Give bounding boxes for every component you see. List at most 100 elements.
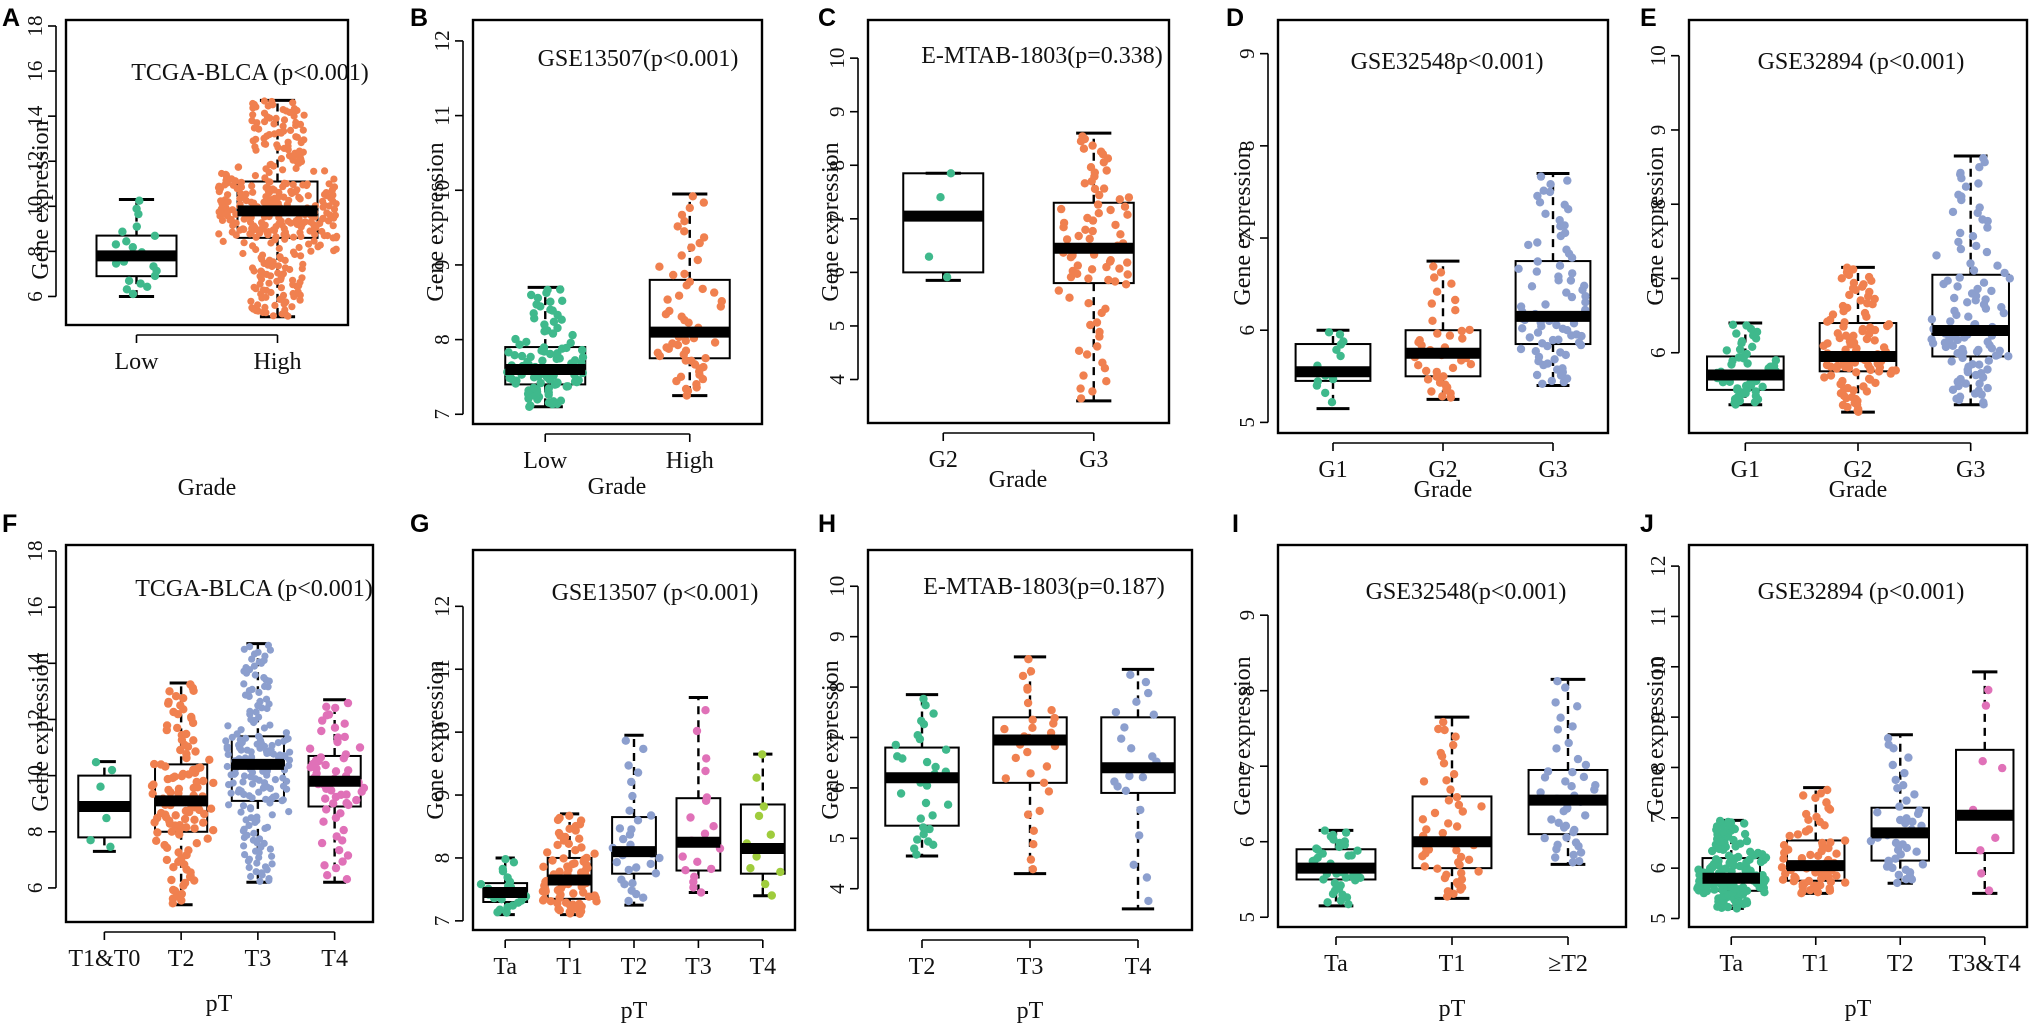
data-point — [262, 184, 270, 192]
box-group — [739, 750, 786, 900]
data-point — [228, 228, 236, 236]
data-point — [891, 740, 900, 750]
data-point — [162, 721, 172, 730]
data-point — [322, 189, 330, 197]
data-point — [1746, 847, 1755, 856]
data-point — [242, 664, 250, 672]
data-point — [1457, 868, 1466, 878]
data-point — [307, 218, 315, 226]
data-point — [1963, 298, 1972, 307]
data-point — [1771, 356, 1781, 365]
data-point — [323, 871, 332, 880]
data-point — [917, 716, 926, 726]
data-point — [619, 834, 628, 844]
data-point — [1570, 825, 1579, 835]
data-point — [1799, 791, 1808, 800]
y-tick-label: 9 — [430, 260, 454, 271]
data-point — [352, 795, 361, 805]
data-point — [677, 210, 687, 220]
plot-layer: 7 8 9 10 11 12 Ta T1 T2 T3 T4 — [430, 596, 786, 980]
data-point — [1708, 846, 1717, 856]
data-point — [690, 872, 699, 881]
data-point — [929, 709, 938, 718]
data-point — [1893, 845, 1903, 855]
data-point — [1555, 216, 1564, 225]
data-point — [1742, 836, 1752, 846]
data-point — [227, 789, 235, 797]
data-point — [250, 829, 258, 837]
data-point — [943, 800, 953, 809]
data-point — [275, 244, 283, 253]
data-point — [1028, 715, 1037, 724]
data-point — [931, 762, 940, 772]
data-point — [1728, 320, 1738, 329]
data-point — [256, 697, 264, 706]
data-point — [284, 217, 292, 225]
data-point — [1968, 360, 1977, 369]
data-point — [182, 729, 191, 739]
data-point — [527, 290, 536, 300]
data-point — [1344, 900, 1353, 909]
data-point — [135, 196, 144, 205]
data-point — [1820, 373, 1829, 382]
data-point — [1442, 870, 1451, 879]
data-point — [1341, 828, 1351, 837]
data-point — [1456, 852, 1466, 862]
data-point — [687, 243, 696, 252]
data-point — [1144, 896, 1153, 906]
box-group — [538, 811, 601, 918]
data-point — [556, 396, 566, 405]
data-point — [495, 905, 505, 914]
data-point — [1579, 772, 1589, 782]
data-point — [1902, 814, 1911, 823]
data-point — [249, 242, 257, 250]
data-point — [1804, 825, 1814, 834]
data-point — [240, 772, 249, 780]
data-point — [576, 816, 586, 825]
data-point — [338, 857, 347, 866]
data-point — [252, 708, 260, 716]
data-point — [316, 753, 326, 762]
data-point — [279, 291, 288, 299]
data-point — [307, 247, 315, 255]
data-point — [1104, 275, 1113, 285]
data-point — [1553, 725, 1563, 734]
data-point — [919, 694, 928, 704]
data-point — [1856, 296, 1865, 305]
y-tick-label: 18 — [23, 541, 47, 562]
data-point — [1465, 325, 1474, 335]
panel-d: D 5 6 7 8 9 G1 G2 G3 GSE32548p<0.001) Grade Gen… — [1226, 4, 1610, 503]
data-point — [241, 851, 249, 859]
data-point — [289, 181, 297, 189]
data-point — [1785, 831, 1794, 841]
data-point — [1976, 369, 1986, 378]
y-tick-label: 12 — [1646, 556, 1670, 577]
data-point — [235, 786, 243, 794]
data-point — [695, 238, 704, 248]
data-point — [322, 805, 331, 814]
y-tick-label: 7 — [1646, 813, 1670, 824]
plot-frame — [1687, 543, 2029, 929]
y-tick-label: 10 — [825, 576, 849, 597]
data-point — [1023, 810, 1033, 819]
data-point — [677, 251, 686, 260]
data-point — [1541, 209, 1550, 218]
data-point — [1739, 883, 1748, 892]
data-point — [1023, 747, 1032, 757]
data-point — [1984, 685, 1993, 695]
data-point — [1533, 238, 1542, 247]
data-point — [1440, 725, 1449, 735]
data-point — [624, 896, 633, 906]
data-point — [1464, 855, 1474, 864]
data-point — [128, 243, 137, 252]
data-point — [612, 858, 621, 867]
data-point — [1845, 290, 1854, 300]
data-point — [333, 733, 343, 742]
data-point — [1838, 376, 1847, 386]
panel-letter: J — [1640, 510, 1654, 538]
data-point — [239, 249, 247, 258]
data-point — [179, 694, 188, 703]
box-group — [1514, 171, 1592, 388]
data-point — [1852, 368, 1861, 377]
x-tick-label: Ta — [1719, 951, 1743, 977]
